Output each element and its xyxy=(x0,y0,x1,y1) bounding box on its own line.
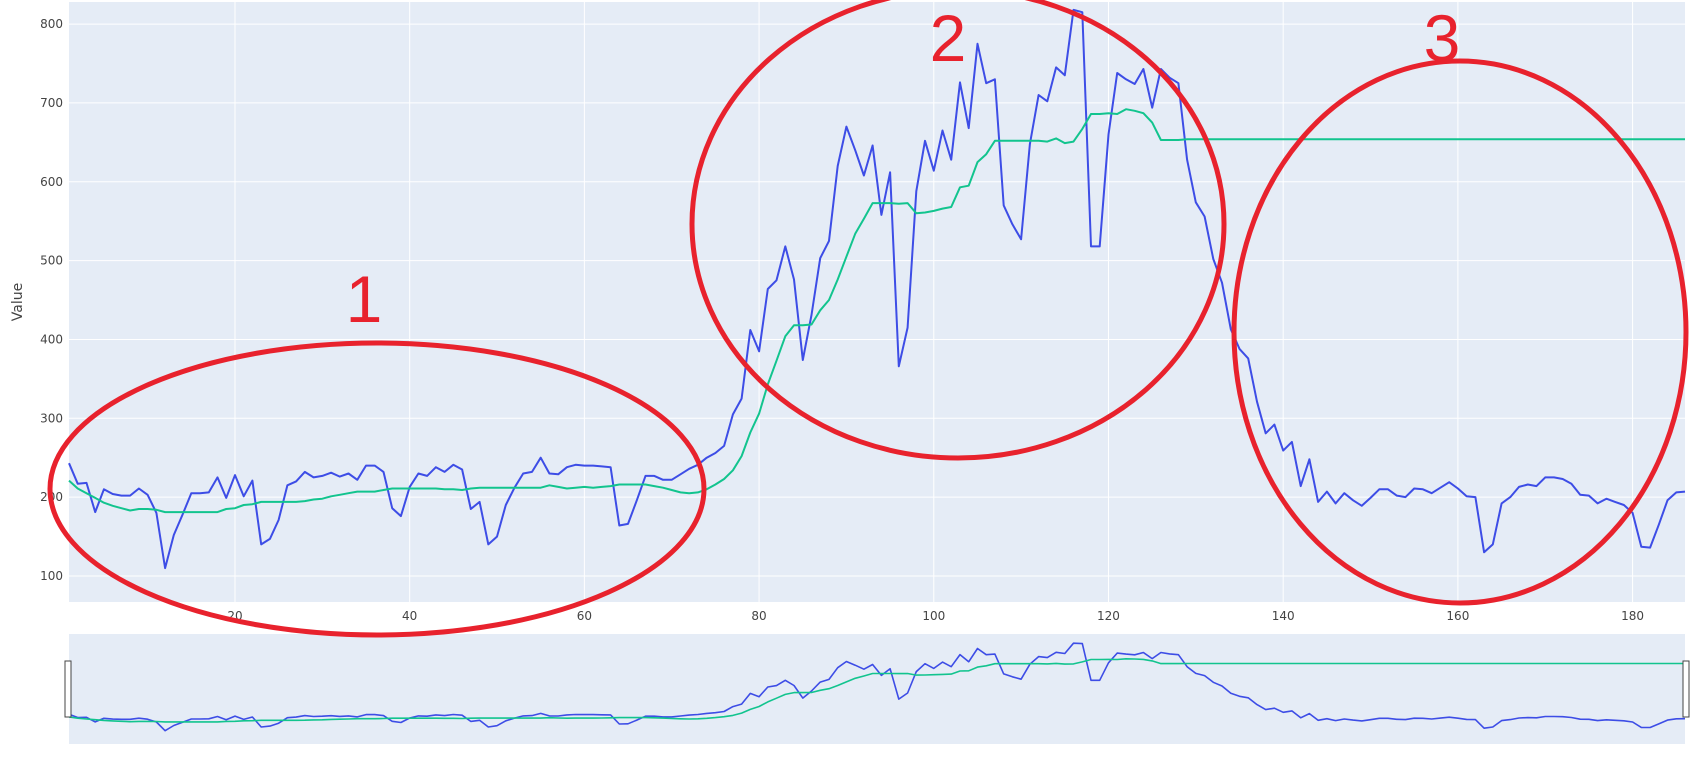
x-axis-ticks: 20 40 60 80 100 120 140 160 180 xyxy=(227,609,1644,623)
y-tick-label: 500 xyxy=(40,254,63,268)
annotation-ellipse-3 xyxy=(1231,58,1689,606)
range-slider[interactable] xyxy=(69,634,1685,744)
series-line-smooth xyxy=(68,108,1685,514)
x-tick-label: 60 xyxy=(577,609,592,623)
x-tick-label: 140 xyxy=(1272,609,1295,623)
y-tick-label: 700 xyxy=(40,96,63,110)
x-tick-label: 40 xyxy=(402,609,417,623)
grid-layer xyxy=(69,2,1685,602)
x-tick-label: 160 xyxy=(1446,609,1469,623)
series-layer xyxy=(68,8,1686,570)
y-tick-label: 400 xyxy=(40,332,63,346)
y-tick-label: 100 xyxy=(40,569,63,583)
annotation-label-2: 2 xyxy=(930,1,967,75)
range-slider-left-handle[interactable] xyxy=(64,660,72,718)
annotation-label-3: 3 xyxy=(1424,1,1461,75)
x-tick-label: 100 xyxy=(922,609,945,623)
annotations-layer: 1 2 3 xyxy=(47,0,1689,638)
plot-area xyxy=(69,2,1685,602)
y-tick-label: 300 xyxy=(40,411,63,425)
series-line-raw xyxy=(68,8,1686,570)
y-tick-label: 600 xyxy=(40,175,63,189)
y-axis-title: Value xyxy=(10,283,26,321)
x-tick-label: 120 xyxy=(1097,609,1120,623)
annotation-ellipse-2 xyxy=(689,0,1227,461)
range-slider-series xyxy=(68,642,1686,732)
slider-series-line-raw xyxy=(68,642,1686,732)
annotation-label-1: 1 xyxy=(346,262,383,336)
x-tick-label: 180 xyxy=(1621,609,1644,623)
annotation-ellipse-1 xyxy=(47,340,707,638)
slider-series-line-smooth xyxy=(68,657,1685,723)
range-slider-right-handle[interactable] xyxy=(1682,660,1690,718)
y-tick-label: 800 xyxy=(40,17,63,31)
x-tick-label: 80 xyxy=(751,609,766,623)
